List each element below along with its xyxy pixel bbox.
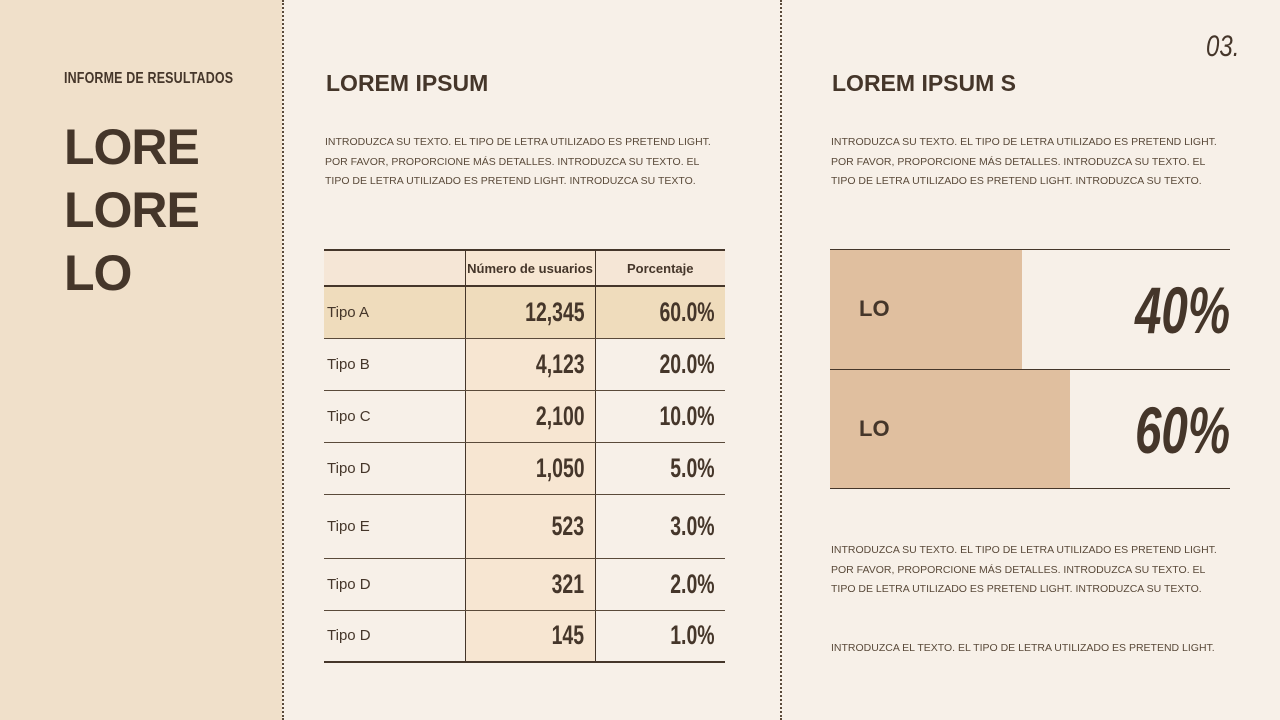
- bar-fill: [830, 370, 1070, 488]
- bar-fill: [830, 250, 1022, 369]
- bar-value: 40%: [1134, 273, 1230, 347]
- type-cell: Tipo D: [324, 610, 465, 663]
- users-cell: 523: [464, 494, 596, 559]
- table-header-row: Número de usuarios Porcentaje: [324, 249, 725, 287]
- percent-cell: 20.0%: [595, 338, 725, 391]
- bar-row: LO 60%: [830, 369, 1230, 489]
- cell-value: 145: [552, 620, 585, 651]
- cell-value: 1.0%: [670, 620, 715, 651]
- title-line: LORE: [64, 119, 200, 175]
- divider: [282, 0, 284, 720]
- type-cell: Tipo D: [324, 558, 465, 611]
- table-row: Tipo A 12,345 60.0%: [324, 286, 725, 339]
- header-cell: [324, 249, 465, 287]
- header-cell: Porcentaje: [595, 249, 725, 287]
- bar-value: 60%: [1134, 393, 1230, 467]
- section2-paragraph-3: INTRODUZCA EL TEXTO. EL TIPO DE LETRA UT…: [831, 642, 1215, 654]
- table-row: Tipo C 2,100 10.0%: [324, 390, 725, 443]
- bar-label: LO: [859, 416, 890, 441]
- cell-value: 4,123: [535, 348, 585, 379]
- table-row: Tipo D 321 2.0%: [324, 558, 725, 611]
- main-title: LORE LORE LO: [64, 116, 200, 305]
- cell-value: 20.0%: [659, 348, 715, 379]
- table-row: Tipo B 4,123 20.0%: [324, 338, 725, 391]
- percent-cell: 3.0%: [595, 494, 725, 559]
- cell-value: 10.0%: [659, 400, 715, 431]
- cell-value: 2.0%: [670, 568, 715, 599]
- type-cell: Tipo A: [324, 286, 465, 339]
- title-line: LO: [64, 245, 132, 301]
- table-row: Tipo D 145 1.0%: [324, 610, 725, 663]
- percentage-bars: LO 40% LO 60%: [830, 249, 1230, 489]
- section2-paragraph: INTRODUZCA SU TEXTO. EL TIPO DE LETRA UT…: [831, 136, 1217, 187]
- table-row: Tipo D 1,050 5.0%: [324, 442, 725, 495]
- type-cell: Tipo C: [324, 390, 465, 443]
- bar-label: LO: [859, 296, 890, 321]
- users-cell: 145: [464, 610, 596, 663]
- cell-value: 12,345: [525, 296, 585, 327]
- cell-value: 3.0%: [670, 510, 715, 541]
- report-kicker: INFORME DE RESULTADOS: [64, 70, 234, 87]
- table-row: Tipo E 523 3.0%: [324, 494, 725, 559]
- section1-title: LOREM IPSUM: [326, 70, 489, 96]
- users-cell: 1,050: [464, 442, 596, 495]
- cell-value: 5.0%: [670, 452, 715, 483]
- percent-cell: 2.0%: [595, 558, 725, 611]
- title-line: LORE: [64, 182, 200, 238]
- users-cell: 321: [464, 558, 596, 611]
- section1-paragraph: INTRODUZCA SU TEXTO. EL TIPO DE LETRA UT…: [325, 136, 711, 187]
- users-cell: 4,123: [464, 338, 596, 391]
- header-cell: Número de usuarios: [464, 249, 596, 287]
- users-cell: 12,345: [464, 286, 596, 339]
- section2-title: LOREM IPSUM S: [832, 70, 1017, 96]
- type-cell: Tipo E: [324, 494, 465, 559]
- page-number: 03.: [1206, 30, 1240, 63]
- section2-paragraph-2: INTRODUZCA SU TEXTO. EL TIPO DE LETRA UT…: [831, 544, 1217, 595]
- percent-cell: 1.0%: [595, 610, 725, 663]
- type-cell: Tipo D: [324, 442, 465, 495]
- percent-cell: 5.0%: [595, 442, 725, 495]
- left-panel: [0, 0, 282, 720]
- bar-row: LO 40%: [830, 249, 1230, 369]
- users-table: Número de usuarios Porcentaje Tipo A 12,3…: [324, 249, 725, 663]
- cell-value: 1,050: [535, 452, 585, 483]
- cell-value: 60.0%: [659, 296, 715, 327]
- cell-value: 523: [552, 510, 585, 541]
- percent-cell: 60.0%: [595, 286, 725, 339]
- users-cell: 2,100: [464, 390, 596, 443]
- divider: [780, 0, 782, 720]
- cell-value: 321: [552, 568, 585, 599]
- cell-value: 2,100: [535, 400, 585, 431]
- type-cell: Tipo B: [324, 338, 465, 391]
- percent-cell: 10.0%: [595, 390, 725, 443]
